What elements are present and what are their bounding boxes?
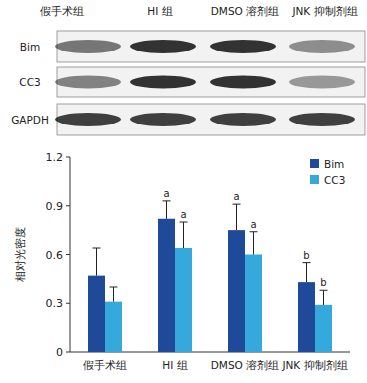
significance-label: a: [163, 188, 169, 199]
blot-band: [55, 76, 121, 89]
bar: [298, 282, 315, 352]
error-cap: [320, 290, 328, 291]
error-bar: [96, 248, 97, 276]
blot-band: [210, 76, 276, 89]
lane-label: 假手术组: [40, 5, 84, 17]
legend-swatch: [310, 159, 319, 168]
x-tick-label: HI 组: [162, 359, 187, 371]
lane-label: HI 组: [147, 5, 172, 17]
y-tick-label: 1.2: [46, 151, 64, 164]
figure: 假手术组HI 组DMSO 溶剂组JNK 抑制剂组BimCC3GAPDH00.30…: [0, 0, 367, 383]
significance-label: b: [303, 250, 309, 261]
y-tick-label: 0.3: [46, 297, 64, 310]
y-tick: [66, 352, 70, 353]
bars: [88, 219, 332, 352]
error-cap: [110, 287, 118, 288]
blot-band: [130, 76, 196, 89]
error-bar: [323, 290, 324, 305]
legend-label: CC3: [324, 174, 345, 186]
y-tick: [66, 303, 70, 304]
y-tick-label: 0: [56, 346, 63, 359]
blot-band: [210, 113, 276, 126]
significance-label: a: [233, 191, 239, 202]
x-tick-label: JNK 抑制剂组: [281, 359, 347, 371]
y-tick: [66, 205, 70, 206]
significance-label: a: [180, 209, 186, 220]
error-cap: [233, 204, 241, 205]
bar: [175, 248, 192, 352]
lane-label: DMSO 溶剂组: [211, 5, 279, 17]
error-bar: [306, 263, 307, 283]
significance-label: a: [250, 219, 256, 230]
bar: [228, 230, 245, 352]
x-tick-label: DMSO 溶剂组: [211, 359, 279, 371]
significance-label: b: [320, 277, 326, 288]
blot-band: [210, 40, 276, 53]
bar: [315, 305, 332, 352]
blot-band: [55, 113, 121, 126]
blot-band: [130, 40, 196, 53]
y-tick-label: 0.6: [46, 249, 64, 262]
lane-label: JNK 抑制剂组: [291, 5, 357, 17]
blot-band: [289, 40, 355, 53]
error-bar: [183, 222, 184, 248]
error-cap: [303, 262, 311, 263]
row-label: Bim: [20, 41, 40, 53]
row-label: CC3: [19, 76, 40, 88]
error-bars: [93, 201, 328, 305]
bar: [158, 219, 175, 352]
y-tick: [66, 157, 70, 158]
error-cap: [250, 231, 258, 232]
y-axis-label: 相对光密度: [14, 227, 27, 282]
error-bar: [253, 232, 254, 255]
y-tick-label: 0.9: [46, 200, 64, 213]
blot-band: [55, 40, 121, 53]
error-bar: [236, 204, 237, 230]
error-bar: [113, 287, 114, 302]
y-tick: [66, 254, 70, 255]
legend-label: Bim: [324, 158, 344, 170]
x-tick-label: 假手术组: [83, 359, 127, 371]
error-cap: [180, 222, 188, 223]
bar: [245, 255, 262, 353]
blot-band: [289, 76, 355, 89]
error-cap: [93, 248, 101, 249]
blot-band: [289, 113, 355, 126]
blot-band: [130, 113, 196, 126]
bar: [88, 276, 105, 352]
bar: [105, 302, 122, 352]
error-bar: [166, 201, 167, 219]
row-label: GAPDH: [11, 114, 49, 126]
y-axis: [70, 157, 71, 352]
legend-swatch: [310, 175, 319, 184]
error-cap: [163, 200, 171, 201]
